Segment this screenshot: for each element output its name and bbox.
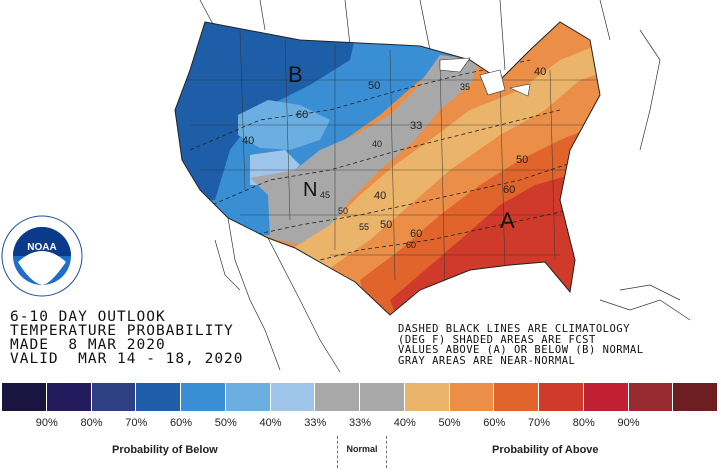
made-date: MADE 8 MAR 2020: [10, 337, 166, 353]
title-line-2: TEMPERATURE PROBABILITY: [10, 323, 234, 339]
legend-swatch: [46, 383, 92, 411]
normal-caption: Normal: [346, 444, 378, 454]
legend-swatch: [225, 383, 271, 411]
legend-swatch: [91, 383, 137, 411]
contour-label: 50: [338, 206, 348, 216]
above-letter: A: [500, 208, 515, 233]
legend-swatch: [628, 383, 674, 411]
contour-label: 55: [359, 222, 369, 232]
probability-above-caption: Probability of Above: [492, 444, 599, 456]
near-normal-letter: N: [303, 179, 317, 201]
legend-percent-label: 50%: [214, 417, 237, 429]
note-line-3: VALUES ABOVE (A) OR BELOW (B) NORMAL: [398, 344, 644, 356]
note-line-1: DASHED BLACK LINES ARE CLIMATOLOGY: [398, 323, 630, 335]
contour-label: 60: [503, 184, 515, 196]
legend-swatch: [583, 383, 629, 411]
note-line-4: GRAY AREAS ARE NEAR-NORMAL: [398, 354, 576, 367]
legend-swatch: [2, 383, 47, 411]
contour-label: 40: [372, 139, 382, 149]
contour-label: 50: [380, 219, 392, 231]
legend-swatch: [315, 383, 360, 411]
normal-caption-box: Normal: [337, 436, 387, 468]
contour-label: 45: [320, 190, 330, 200]
contour-label: 50: [516, 154, 528, 166]
legend-percent-label: 50%: [438, 417, 461, 429]
contour-label: 40: [374, 190, 386, 202]
outlook-map: B N A 50 60 40 33 40 35 40 50 60 45 50 4…: [1, 0, 691, 373]
contour-label: 50: [368, 80, 380, 92]
legend-swatch: [673, 383, 718, 411]
noaa-logo: NOAA: [1, 215, 83, 297]
us-shaded-region: [175, 22, 600, 315]
legend-percent-label: 70%: [527, 417, 551, 429]
legend-percent-label: 90%: [617, 417, 640, 429]
legend-percent-label: 80%: [80, 417, 103, 429]
contour-label: 60: [296, 109, 308, 121]
legend-swatch: [270, 383, 316, 411]
legend-percent-label: 70%: [125, 417, 148, 429]
legend-swatch: [136, 383, 181, 411]
below-letter: B: [288, 62, 303, 87]
title-line-1: 6-10 DAY OUTLOOK: [10, 309, 166, 325]
us-outline: [174, 21, 601, 316]
background-borders: [199, 0, 691, 373]
great-lakes: [439, 57, 531, 97]
legend-percent-label: 80%: [572, 417, 595, 429]
legend-swatch: [539, 383, 584, 411]
note-line-2: (DEG F) SHADED AREAS ARE FCST: [398, 333, 596, 346]
legend-percent-label: 60%: [169, 417, 193, 429]
contour-label: 40: [534, 66, 546, 78]
legend-swatch: [449, 383, 495, 411]
outlook-title-block: 6-10 DAY OUTLOOK TEMPERATURE PROBABILITY…: [10, 309, 244, 367]
legend-swatch: [494, 383, 539, 411]
legend-swatch: [181, 383, 226, 411]
legend-notes: DASHED BLACK LINES ARE CLIMATOLOGY (DEG …: [398, 324, 644, 366]
legend-swatch: [360, 383, 405, 411]
contour-label: 60: [410, 228, 422, 240]
legend-percent-label: 33%: [348, 417, 372, 429]
contour-label: 33: [410, 120, 422, 132]
legend-percent-label: 90%: [35, 417, 58, 429]
probability-color-legend: [2, 383, 718, 411]
contour-label: 40: [242, 135, 254, 147]
contour-label: 60: [406, 240, 416, 250]
legend-percent-label: 33%: [304, 417, 327, 429]
legend-percent-label: 40%: [393, 417, 416, 429]
contour-label: 35: [460, 82, 470, 92]
legend-swatch: [404, 383, 450, 411]
probability-below-caption: Probability of Below: [112, 444, 218, 456]
valid-dates: VALID MAR 14 - 18, 2020: [10, 351, 244, 367]
legend-percent-label: 40%: [259, 417, 282, 429]
noaa-logo-text: NOAA: [27, 242, 56, 253]
legend-percent-label: 60%: [483, 417, 506, 429]
